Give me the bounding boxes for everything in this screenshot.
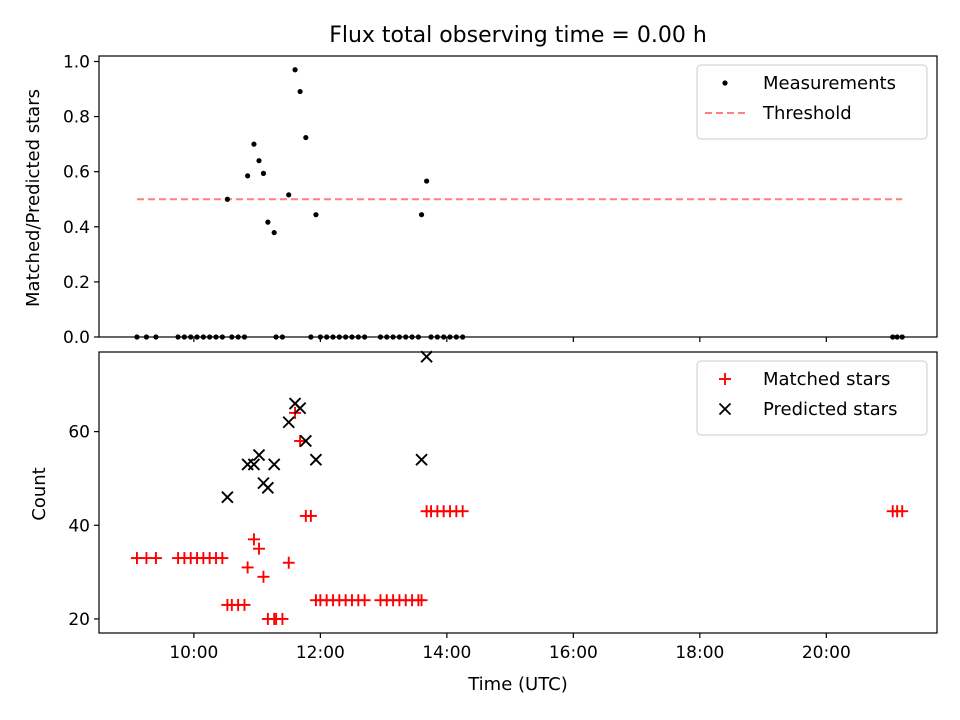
ratio-legend: Measurements Threshold — [696, 64, 928, 140]
count-s0-point-18 — [257, 570, 270, 583]
ratio-y-axis-label: Matched/Predicted stars — [23, 89, 44, 307]
count-xtick-label-0: 10:00 — [169, 643, 218, 663]
ratio-ytick-label-1: 0.2 — [63, 273, 90, 293]
count-s1-point-3-d2 — [252, 448, 266, 462]
count-s0-point-16 — [247, 533, 260, 546]
count-s1-point-11-d2 — [309, 453, 323, 466]
count-ytick-label-1: 40 — [68, 516, 90, 536]
count-s0-point-25 — [294, 434, 307, 447]
count-xtick-label-3: 16:00 — [549, 643, 598, 663]
ratio-s0-point-50 — [297, 88, 303, 95]
count-s1-point-0-d2 — [221, 491, 234, 504]
count-s0-point-10 — [216, 552, 229, 565]
ratio-s0-point-49 — [292, 67, 298, 73]
ratio-legend-label-0: Measurements — [763, 73, 896, 94]
count-s1-point-10-d2 — [299, 434, 312, 448]
count-s0-point-51 — [456, 505, 469, 518]
ratio-ytick-label-4: 0.8 — [63, 108, 90, 128]
count-s0-point-44 — [415, 594, 428, 607]
count-xtick-label-2: 14:00 — [422, 643, 471, 663]
count-xtick-label-5: 20:00 — [802, 643, 851, 663]
ratio-s0-point-42 — [245, 173, 251, 179]
count-s0-point-2 — [149, 552, 162, 565]
count-s0-point-17 — [253, 542, 266, 555]
ratio-ytick-label-3: 0.6 — [63, 163, 90, 183]
count-s1-point-12 — [415, 453, 428, 466]
count-ytick-label-2: 60 — [68, 423, 90, 443]
count-s1-point-10 — [299, 434, 312, 448]
count-s0-point-27 — [304, 509, 317, 522]
count-y-axis-label: Count — [29, 467, 50, 520]
ratio-s0-point-54 — [424, 178, 430, 184]
count-s1-point-11 — [309, 453, 323, 466]
count-legend-label-0: Matched stars — [763, 369, 890, 390]
count-s1-point-6-d2 — [268, 458, 281, 471]
ratio-legend-label-1: Threshold — [762, 103, 852, 124]
count-s1-point-9 — [293, 402, 307, 415]
ratio-frame — [98, 55, 938, 338]
ratio-s0-point-44 — [256, 158, 262, 164]
count-legend: Matched stars Predicted stars — [696, 360, 928, 436]
ratio-ytick-label-5: 1.0 — [63, 53, 90, 73]
count-series-0 — [130, 406, 909, 625]
chart-title: Flux total observing time = 0.00 h — [329, 23, 707, 48]
count-s1-point-7-d2 — [282, 416, 295, 429]
count-s1-point-9-d2 — [293, 402, 307, 415]
count-s0-point-54 — [896, 505, 909, 518]
ratio-legend-box — [696, 64, 928, 140]
count-s1-point-5-d2 — [261, 481, 275, 494]
count-frame — [98, 351, 938, 634]
count-xtick-label-1: 12:00 — [296, 643, 345, 663]
count-s0-point-36 — [358, 594, 371, 607]
count-s1-point-13-d2 — [420, 350, 433, 363]
ratio-legend-marker-0 — [722, 80, 728, 86]
ratio-s0-point-53 — [418, 212, 425, 218]
count-s0-point-14 — [238, 598, 251, 611]
ratio-s0-point-41 — [224, 196, 230, 202]
x-axis-label: Time (UTC) — [467, 674, 568, 695]
count-xtick-label-4: 18:00 — [675, 643, 724, 663]
ratio-panel: 0.0 0.2 0.4 0.6 0.8 1.0 Measurements Threshold — [63, 53, 938, 348]
ratio-s0-point-43 — [251, 141, 257, 147]
count-s1-point-7 — [282, 416, 295, 429]
ratio-s0-point-46 — [265, 219, 271, 225]
count-s1-point-5 — [261, 481, 275, 494]
count-legend-marker-1 — [718, 402, 732, 416]
ratio-s0-point-47 — [271, 229, 277, 236]
count-s0-point-23 — [282, 556, 295, 569]
count-s1-point-12-d2 — [415, 453, 428, 466]
count-ytick-label-0: 20 — [68, 610, 90, 630]
count-s1-point-0 — [221, 491, 234, 504]
count-s1-point-2-d2 — [247, 458, 261, 471]
count-series-1 — [221, 350, 433, 504]
count-legend-label-1: Predicted stars — [763, 399, 897, 420]
count-s1-point-6 — [268, 458, 281, 471]
ratio-ytick-label-0: 0.0 — [63, 328, 90, 348]
count-s1-point-13 — [420, 350, 433, 363]
ratio-s0-point-51 — [303, 134, 309, 141]
count-legend-marker-0 — [719, 373, 731, 385]
ratio-ytick-label-2: 0.4 — [63, 218, 90, 238]
count-s0-point-22 — [276, 612, 289, 625]
count-legend-box — [696, 360, 928, 436]
count-panel: 20 40 60 10:00 12:00 14:00 16:00 18:00 20:00 Matc… — [68, 350, 938, 663]
count-legend-marker-1-d2 — [718, 402, 732, 416]
count-s1-point-2 — [247, 458, 261, 471]
ratio-s0-point-45 — [260, 170, 267, 176]
ratio-s0-point-52 — [313, 212, 319, 218]
count-s1-point-3 — [252, 448, 266, 462]
count-s0-point-15 — [241, 561, 254, 574]
ratio-s0-point-48 — [286, 192, 292, 198]
